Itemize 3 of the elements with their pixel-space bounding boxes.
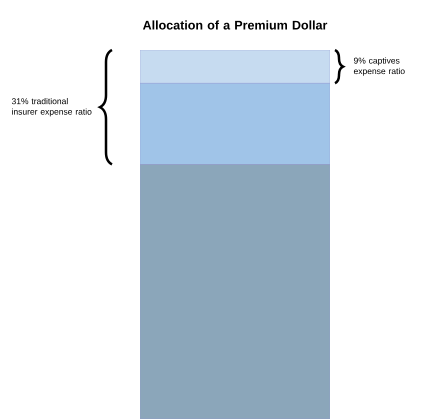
chart-title: Allocation of a Premium Dollar [142,20,328,30]
text: 9% captives expense ratio [354,57,405,76]
text: 31% traditional insurer expense ratio [12,98,92,116]
